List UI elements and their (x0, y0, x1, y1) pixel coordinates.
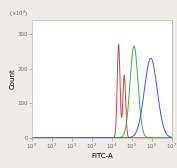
Y-axis label: Count: Count (10, 69, 16, 89)
X-axis label: FITC-A: FITC-A (91, 153, 113, 159)
Text: $(\times 10^2)$: $(\times 10^2)$ (10, 9, 29, 19)
